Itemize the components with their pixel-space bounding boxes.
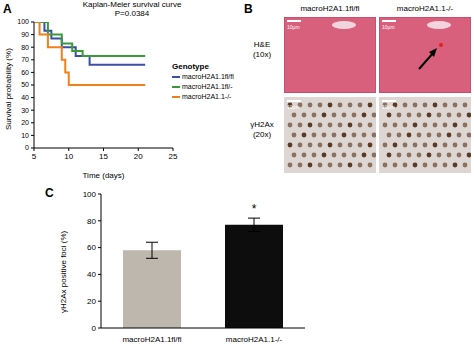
html-text:(20x): (20x)	[252, 130, 272, 139]
svg-text:10μm: 10μm	[382, 104, 395, 110]
html-text:macroH2A1.1fl/fl: macroH2A1.1fl/fl	[182, 73, 234, 80]
svg-text:10: 10	[21, 132, 29, 139]
svg-text:80: 80	[87, 217, 96, 226]
svg-text:25: 25	[169, 152, 178, 161]
svg-text:0: 0	[25, 144, 29, 151]
svg-text:80: 80	[21, 44, 29, 51]
svg-text:70: 70	[21, 56, 29, 63]
html-text:Kaplan-Meier survival curve: Kaplan-Meier survival curve	[82, 0, 182, 9]
svg-text:10μm: 10μm	[287, 24, 300, 30]
svg-text:60: 60	[21, 69, 29, 76]
svg-text:20: 20	[87, 297, 96, 306]
html-text:γH2Ax: γH2Ax	[250, 120, 274, 129]
svg-text:20: 20	[134, 152, 143, 161]
svg-text:100: 100	[83, 190, 97, 199]
html-text:macroH2A1.1-/-: macroH2A1.1-/-	[396, 4, 454, 13]
svg-text:60: 60	[87, 243, 96, 252]
html-text:B: B	[244, 2, 253, 16]
svg-text:30: 30	[21, 107, 29, 114]
svg-text:Time (days): Time (days)	[83, 171, 125, 180]
svg-text:10: 10	[64, 152, 73, 161]
html-text:Genotype: Genotype	[172, 62, 209, 71]
html-text:macroH2A1.1fl/fl: macroH2A1.1fl/fl	[300, 4, 360, 13]
svg-text:10μm: 10μm	[382, 24, 395, 30]
svg-text:macroH2A1.1-/-: macroH2A1.1-/-	[226, 335, 283, 344]
svg-text:90: 90	[21, 31, 29, 38]
svg-text:Survival probability (%): Survival probability (%)	[4, 48, 13, 130]
svg-text:10μm: 10μm	[287, 104, 300, 110]
svg-text:50: 50	[21, 81, 29, 88]
svg-text:40: 40	[87, 270, 96, 279]
html-text:C: C	[45, 186, 54, 200]
svg-text:5: 5	[32, 152, 37, 161]
html-text:macroH2A1.1-/-: macroH2A1.1-/-	[182, 93, 232, 100]
html-text:P=0.0384: P=0.0384	[114, 9, 150, 18]
svg-text:100: 100	[17, 18, 29, 25]
svg-text:macroH2A1.1fl/fl: macroH2A1.1fl/fl	[122, 335, 181, 344]
svg-text:20: 20	[21, 119, 29, 126]
svg-text:40: 40	[21, 94, 29, 101]
svg-text:*: *	[252, 202, 257, 216]
html-text:(10x): (10x)	[252, 50, 272, 59]
svg-text:0: 0	[92, 324, 97, 333]
html-text:macroH2A1.1fl/-: macroH2A1.1fl/-	[182, 83, 233, 90]
svg-text:15: 15	[99, 152, 108, 161]
svg-text:γH2Ax positive foci (%): γH2Ax positive foci (%)	[59, 230, 68, 313]
html-text:H&E: H&E	[253, 40, 271, 49]
html-text:A: A	[3, 2, 12, 16]
